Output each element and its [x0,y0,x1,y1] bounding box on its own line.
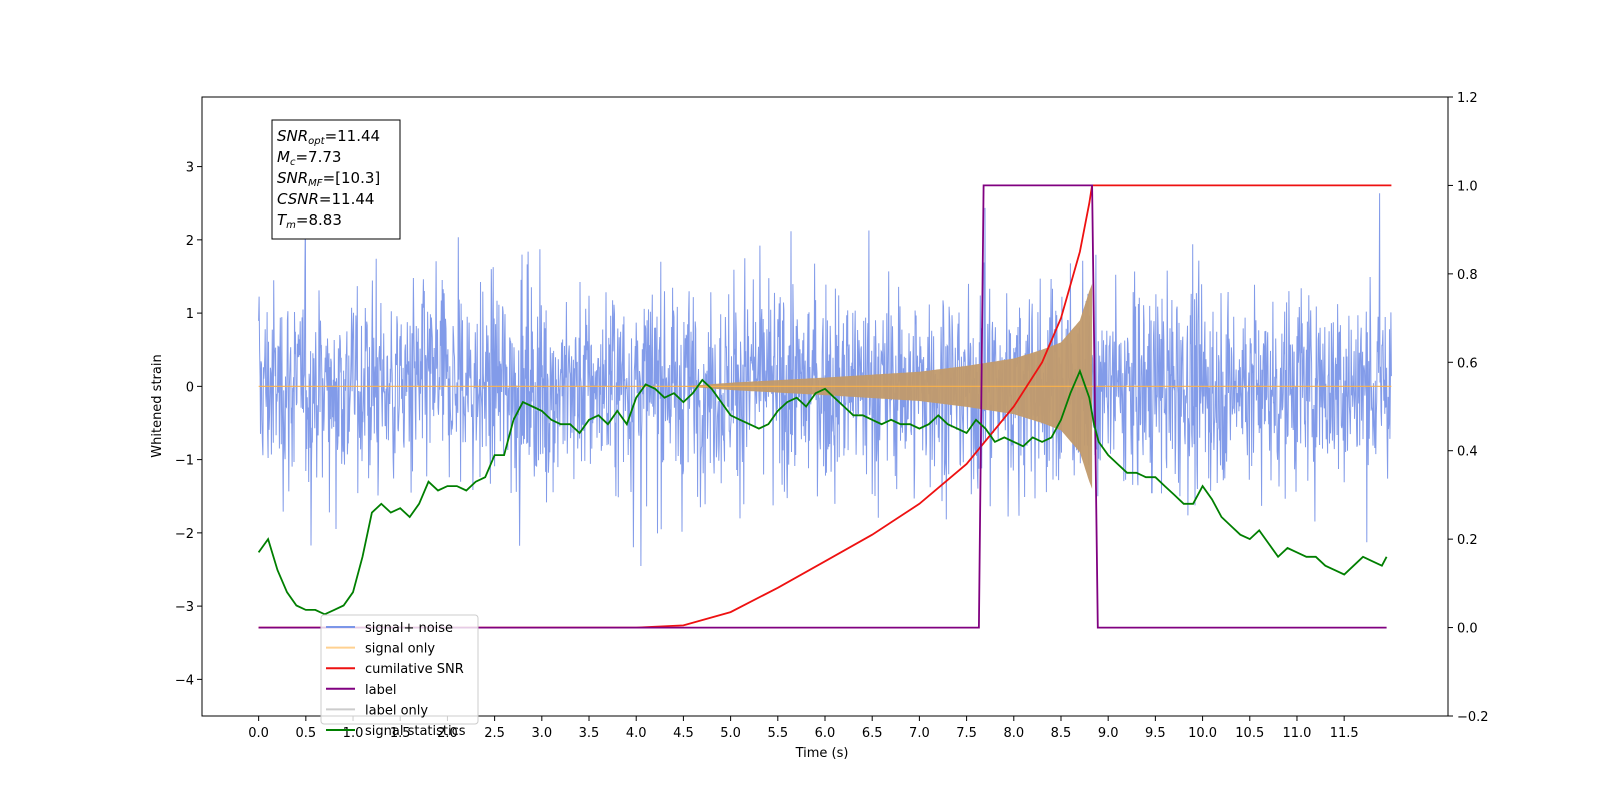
y-tick-label: 0 [186,380,194,395]
x-tick-label: 11.0 [1282,726,1311,741]
x-tick-label: 7.0 [909,726,930,741]
x-tick-label: 0.0 [248,726,269,741]
x-tick-label: 7.5 [956,726,977,741]
y-axis-ticks: 3 2 1 0 −1 −2 −3 −4 [175,161,202,688]
legend-label: cumilative SNR [365,662,464,677]
x-axis-label: Time (s) [795,746,849,761]
y-tick-label: −4 [175,673,194,688]
x-tick-label: 1.0 [343,726,364,741]
x-tick-label: 9.5 [1145,726,1166,741]
signal-only-layer [258,283,1392,489]
annotation-line: Tm=8.83 [277,211,342,231]
x-tick-label: 5.5 [767,726,788,741]
annotation-line: Mc=7.73 [277,148,341,168]
x-tick-label: 11.5 [1330,726,1359,741]
y2-tick-label: 0.6 [1457,356,1478,371]
stats-annotation-box: SNRopt=11.44Mc=7.73SNRMF=[10.3]CSNR=11.4… [271,119,401,240]
y2-tick-label: 0.2 [1457,533,1478,548]
signal-statistics-line [257,368,1388,616]
y2-tick-label: 1.2 [1457,91,1478,106]
x-tick-label: 10.5 [1235,726,1264,741]
x-tick-label: 2.0 [437,726,458,741]
legend-label: signal only [365,642,435,657]
y2-tick-label: 0.4 [1457,445,1478,460]
y2-axis-ticks: 1.2 1.0 0.8 0.6 0.4 0.2 0.0 −0.2 [1448,91,1489,725]
legend-label: signal statistics [365,724,466,739]
x-tick-label: 1.5 [390,726,411,741]
annotation-line: SNRopt=11.44 [277,127,380,147]
y-axis-label: Whitened strain [150,354,165,457]
x-tick-label: 4.5 [673,726,694,741]
x-tick-label: 6.5 [862,726,883,741]
y-tick-label: 3 [186,161,194,176]
cumilative-snr-line [258,184,1392,629]
legend-label: label [365,683,396,698]
x-tick-label: 0.5 [295,726,316,741]
y-tick-label: −1 [175,454,194,469]
x-tick-label: 4.0 [626,726,647,741]
legend-label: signal+ noise [365,621,453,636]
label-line [258,184,1387,629]
legend-label: label only [365,703,428,718]
y-tick-label: −2 [175,527,194,542]
y-tick-label: 1 [186,307,194,322]
annotation-line: SNRMF=[10.3] [277,169,380,189]
signal-noise-layer [258,193,1392,567]
y2-tick-label: −0.2 [1457,710,1489,725]
annotation-line: CSNR=11.44 [277,190,374,208]
x-tick-label: 8.5 [1051,726,1072,741]
x-tick-label: 3.5 [579,726,600,741]
x-tick-label: 5.0 [720,726,741,741]
y-tick-label: −3 [175,600,194,615]
y2-tick-label: 0.0 [1457,622,1478,637]
x-tick-label: 10.0 [1188,726,1217,741]
y2-tick-label: 0.8 [1457,268,1478,283]
x-tick-label: 6.0 [815,726,836,741]
signal-noise-line [258,193,1392,567]
x-tick-label: 9.0 [1098,726,1119,741]
x-tick-label: 8.0 [1003,726,1024,741]
annotation-frame [271,119,401,240]
y2-tick-label: 1.0 [1457,179,1478,194]
right-axis-series-layer [257,184,1392,629]
x-tick-label: 2.5 [484,726,505,741]
legend: signal+ noise signal only cumilative SNR la… [320,614,479,739]
x-tick-label: 3.0 [531,726,552,741]
legend-frame [320,614,479,725]
y-tick-label: 2 [186,234,194,249]
